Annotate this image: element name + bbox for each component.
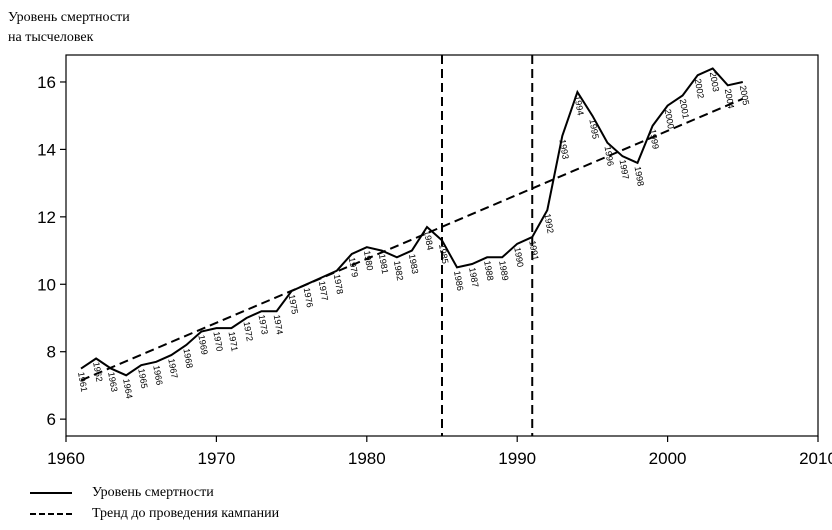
point-label: 1965: [136, 368, 149, 389]
y-tick-label: 10: [37, 275, 56, 294]
point-label: 1972: [242, 321, 255, 342]
point-label: 1991: [527, 240, 540, 261]
legend-item-trend: Тренд до проведения кампании: [30, 503, 279, 524]
y-tick-label: 12: [37, 208, 56, 227]
point-label: 2005: [738, 85, 751, 106]
point-label: 1970: [211, 331, 224, 352]
point-label: 1984: [422, 230, 435, 251]
point-label: 1973: [257, 314, 270, 335]
point-label: 2003: [708, 71, 721, 92]
y-tick-label: 16: [37, 73, 56, 92]
point-label: 1981: [377, 253, 390, 274]
x-tick-label: 1980: [348, 449, 386, 468]
legend-swatch-solid: [30, 491, 72, 494]
x-tick-label: 2000: [649, 449, 687, 468]
mortality-line: [80, 67, 744, 377]
point-label: 1985: [437, 243, 450, 264]
point-label: 1964: [121, 378, 134, 399]
x-tick-label: 1960: [47, 449, 85, 468]
y-tick-label: 8: [47, 343, 56, 362]
point-label: 1968: [181, 348, 194, 369]
point-label: 1975: [287, 294, 300, 315]
point-label: 1978: [332, 273, 345, 294]
point-label: 1966: [151, 364, 164, 385]
y-tick-label: 6: [47, 410, 56, 429]
legend-label-trend: Тренд до проведения кампании: [92, 505, 280, 521]
x-tick-label: 1990: [498, 449, 536, 468]
point-label: 1963: [106, 371, 119, 392]
point-label: 1997: [618, 159, 631, 180]
point-label: 1961: [76, 371, 89, 392]
point-label: 1962: [91, 361, 104, 382]
legend-swatch-dashed: [30, 512, 72, 515]
point-label: 2001: [678, 98, 691, 119]
point-label: 1992: [542, 213, 555, 234]
point-label: 1983: [407, 253, 420, 274]
point-label: 1989: [497, 260, 510, 281]
x-tick-label: 1970: [197, 449, 235, 468]
point-label: 1974: [272, 314, 285, 335]
point-label: 1990: [512, 246, 525, 267]
point-label: 1979: [347, 257, 360, 278]
point-label: 1994: [572, 95, 585, 116]
point-label: 1995: [587, 118, 600, 139]
point-label: 1971: [226, 331, 239, 352]
y-axis-title-line2: на тысчеловек: [8, 30, 94, 45]
legend-item-mortality: Уровень смертности: [30, 482, 279, 503]
point-label: 2000: [663, 108, 676, 129]
point-label: 1998: [633, 166, 646, 187]
chart-plot: 6810121416196019701980199020002010196119…: [37, 54, 832, 468]
point-label: 1999: [648, 128, 661, 149]
point-label: 1982: [392, 260, 405, 281]
legend-label-mortality: Уровень смертности: [92, 484, 214, 500]
point-label: 2002: [693, 78, 706, 99]
point-label: 1976: [302, 287, 315, 308]
point-label: 1977: [317, 280, 330, 301]
point-label: 1986: [452, 270, 465, 291]
point-label: 1987: [467, 267, 480, 288]
x-tick-label: 2010: [799, 449, 832, 468]
y-tick-label: 14: [37, 140, 56, 159]
point-label: 1969: [196, 334, 209, 355]
point-label: 2004: [723, 88, 736, 109]
point-label: 1996: [602, 145, 615, 166]
chart-legend: Уровень смертности Тренд до проведения к…: [30, 482, 279, 524]
point-label: 1967: [166, 358, 179, 379]
point-label: 1980: [362, 250, 375, 271]
y-axis-title-line1: Уровень смертности: [8, 10, 130, 25]
point-label: 1993: [557, 139, 570, 160]
point-label: 1988: [482, 260, 495, 281]
trend-line: [80, 97, 744, 382]
y-axis-title: Уровень смертности на тысчеловек: [8, 8, 130, 48]
